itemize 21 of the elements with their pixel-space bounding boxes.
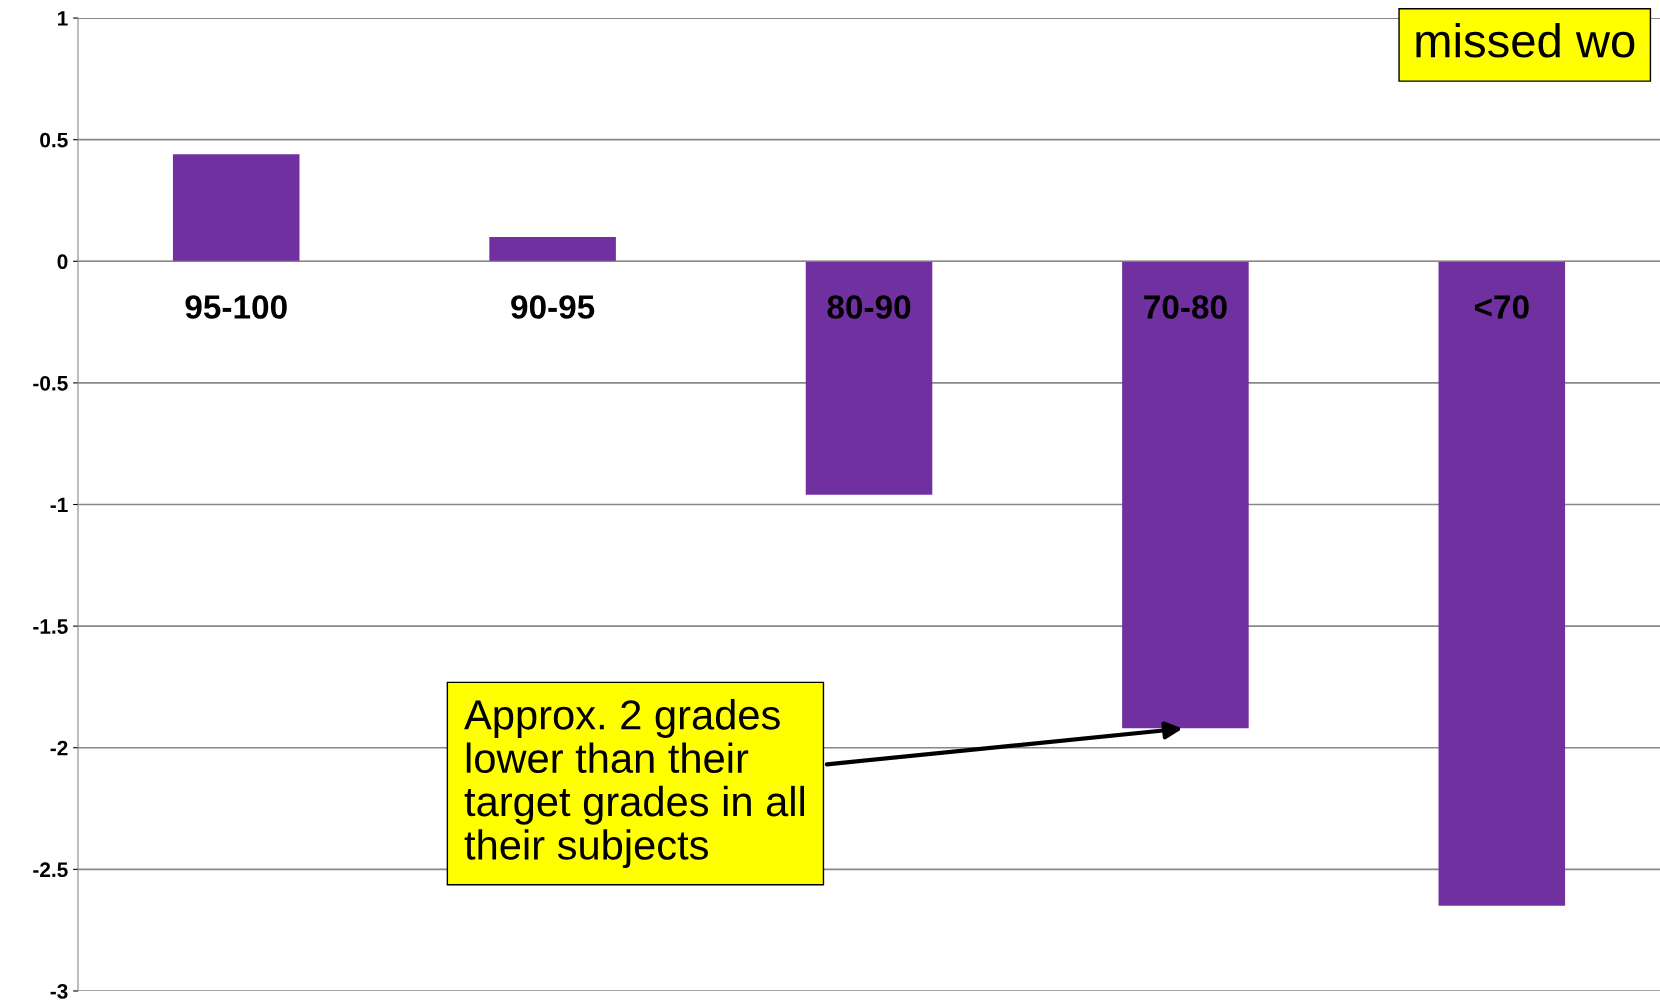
annotation: Approx. 2 grades lower than their target grades in all their subjects [464,699,805,869]
bar [1438,261,1566,906]
annotation: missed wo [1416,22,1635,58]
y-tick-label: -2 [50,740,68,756]
bar [489,236,616,262]
y-tick-label: 0.5 [40,132,68,148]
bar [172,154,300,262]
y-tick-label: -0.5 [33,375,68,391]
x-tick-label: <70 [1474,295,1529,319]
x-tick-label: 90-95 [511,295,595,319]
y-tick-label: 1 [58,11,68,26]
x-tick-label: 80-90 [827,295,911,319]
x-tick-label: 70-80 [1144,295,1227,319]
y-tick-label: -3 [50,983,68,999]
y-tick-label: -1 [50,497,68,513]
bar [805,261,933,495]
y-tick-label: -1.5 [33,619,68,634]
x-tick-label: 95-100 [185,295,287,319]
y-tick-label: 0 [57,254,68,270]
bar [1122,261,1249,729]
y-tick-label: -2.5 [33,862,68,878]
